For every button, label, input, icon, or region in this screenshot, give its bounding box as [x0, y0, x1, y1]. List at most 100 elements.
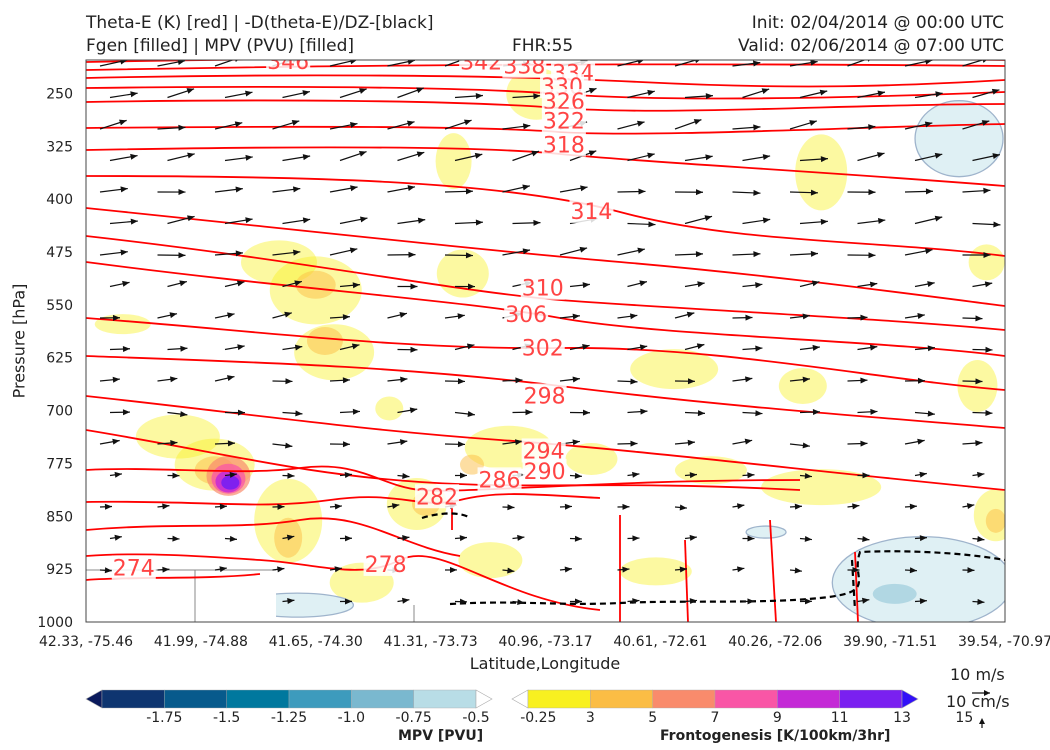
wind-vector — [397, 407, 418, 414]
wind-vector — [627, 280, 648, 288]
wind-vector — [502, 184, 530, 193]
frontogenesis-region — [435, 133, 472, 190]
wind-vector — [742, 88, 770, 99]
contour-label: 290 — [524, 460, 566, 485]
wind-vector — [339, 598, 353, 605]
wind-vector — [109, 534, 122, 541]
wind-vector — [684, 343, 705, 351]
mpv-colorbar-swatch — [288, 689, 352, 709]
wind-vector — [684, 410, 706, 417]
wind-vector — [454, 472, 468, 479]
wind-vector — [329, 185, 358, 193]
mpv-colorbar-tick: -1.75 — [146, 710, 182, 726]
wind-vector — [674, 189, 704, 196]
wind-vector — [397, 87, 425, 99]
wind-vector — [397, 534, 410, 541]
wind-vector — [847, 314, 868, 321]
wind-vector — [272, 120, 300, 130]
wind-vector — [972, 88, 1000, 99]
wind-vector — [329, 121, 358, 130]
wind-vector — [214, 121, 243, 130]
wind-vector — [559, 503, 573, 510]
wind-vector — [512, 150, 540, 162]
wind-vector — [674, 119, 702, 130]
title-left-line1: Theta-E (K) [red] | -D(theta-E)/DZ-[blac… — [86, 13, 434, 33]
x-tick-label: 40.96, -73.17 — [498, 634, 592, 650]
wind-vector — [214, 503, 228, 510]
wind-vector — [157, 252, 186, 259]
y-axis-label: Pressure [hPa] — [9, 283, 29, 399]
mpv-colorbar-swatch — [413, 689, 477, 709]
wind-vector — [224, 535, 238, 542]
wind-vector — [617, 247, 645, 256]
wind-vector — [914, 535, 928, 542]
wind-vector — [962, 251, 991, 258]
mpv-colorbar-swatch — [226, 689, 290, 709]
wind-vector — [857, 152, 885, 162]
wind-vector — [99, 186, 128, 193]
wind-vector — [684, 154, 713, 162]
frontogenesis-region — [565, 443, 618, 476]
contour-label: 298 — [524, 384, 566, 409]
wind-vector — [674, 311, 695, 319]
contour-label-bg — [477, 467, 522, 492]
wind-vector — [99, 567, 113, 574]
wind-vector — [674, 251, 704, 258]
wind-vector — [904, 567, 918, 574]
y-tick-label: 625 — [46, 351, 73, 367]
wind-vector — [224, 90, 253, 99]
fgen-colorbar-tick: 9 — [773, 710, 782, 726]
frontogenesis-region — [619, 557, 692, 586]
wind-vector — [742, 472, 755, 479]
wind-vector — [224, 344, 245, 351]
fgen-colorbar-swatch — [714, 689, 778, 709]
wind-vector — [454, 598, 468, 605]
wind-vector — [742, 282, 763, 289]
wind-vector — [972, 536, 985, 543]
theta-e-contour — [86, 493, 601, 506]
wind-vector — [742, 535, 755, 542]
vector-key-vertical-label: 10 cm/s — [946, 692, 1010, 711]
wind-vector — [502, 123, 531, 130]
contour-label: 286 — [479, 468, 521, 493]
wind-vector — [109, 153, 138, 162]
wind-vector — [732, 251, 761, 258]
wind-vector — [732, 314, 753, 321]
wind-vector — [272, 378, 293, 385]
wind-vector — [397, 472, 410, 479]
stability-dashed-contour — [449, 550, 1005, 606]
wind-vector — [914, 91, 943, 99]
plot-frame — [85, 59, 1006, 623]
wind-vector — [904, 438, 925, 445]
mpv-colorbar-tick: -1.0 — [338, 710, 365, 726]
theta-e-contour — [86, 429, 801, 491]
wind-vector — [339, 535, 353, 542]
wind-vector — [329, 441, 351, 448]
wind-vector — [799, 218, 828, 225]
fgen-colorbar-swatch — [590, 689, 653, 709]
wind-vector — [167, 472, 180, 479]
wind-vector — [799, 156, 828, 163]
wind-vector — [502, 439, 523, 446]
contour-label-bg — [363, 551, 408, 576]
wind-vector — [914, 598, 928, 605]
fgen-colorbar-tick: 11 — [831, 710, 849, 726]
wind-vector — [339, 343, 360, 351]
wind-vector — [397, 151, 425, 162]
wind-vector — [904, 503, 918, 510]
theta-e-contour — [86, 395, 1005, 491]
wind-vector — [109, 471, 122, 478]
frontogenesis-region — [436, 249, 489, 298]
wind-vector — [502, 567, 515, 574]
contour-label-bg — [520, 335, 565, 360]
y-tick-label: 1000 — [37, 615, 73, 631]
y-tick-label: 700 — [46, 404, 73, 420]
wind-vector — [99, 249, 128, 256]
wind-vector — [167, 215, 195, 225]
fgen-colorbar-end — [901, 689, 919, 709]
wind-vector — [387, 439, 408, 446]
wind-vector — [339, 150, 367, 162]
wind-vector — [847, 124, 876, 131]
wind-vector — [972, 409, 993, 416]
wind-vector — [617, 566, 630, 573]
